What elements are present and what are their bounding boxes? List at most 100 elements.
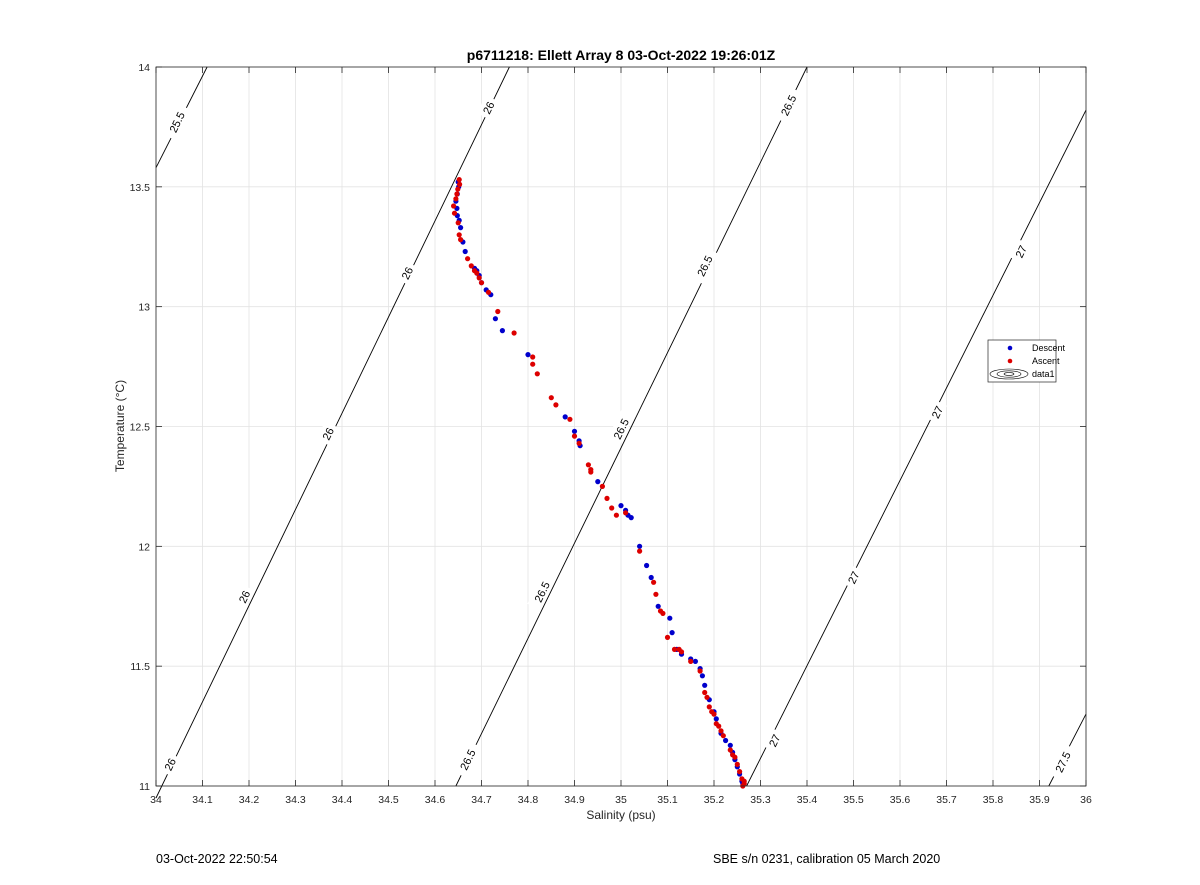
x-tick-label: 35.6 (890, 794, 911, 806)
ascent-point (604, 495, 610, 501)
x-tick-label: 34.2 (239, 794, 260, 806)
contour-label-text: 26 (400, 265, 416, 281)
ascent-point (660, 610, 666, 617)
footer-timestamp: 03-Oct-2022 22:50:54 (156, 852, 278, 866)
ascent-point (678, 649, 685, 655)
contour-label-text: 26 (481, 100, 497, 116)
y-tick-label: 13.5 (130, 182, 151, 194)
contour-label-background (925, 399, 947, 424)
contour-label-text: 26 (321, 426, 337, 442)
x-tick-label: 34.7 (471, 794, 492, 806)
ascent-point (732, 754, 738, 760)
ascent-point (457, 181, 463, 187)
x-tick-labels: 34 34.1 34.2 34.3 34.4 34.5 34.6 34.7 34.8 34.9 35… (150, 794, 1092, 806)
ascent-point (453, 196, 459, 202)
ascent-point (653, 591, 659, 597)
ascent-point (576, 440, 582, 446)
x-tick-label: 36 (1080, 794, 1092, 806)
chart-title: p6711218: Ellett Array 8 03-Oct-2022 19:… (467, 47, 776, 63)
ascent-point (727, 747, 733, 753)
legend-contour-icon (989, 368, 1029, 380)
descent-point (727, 742, 733, 748)
ascent-point (585, 462, 592, 468)
y-tick-label: 14 (138, 62, 150, 74)
contour-label-background (690, 247, 718, 284)
ascent-point (456, 232, 462, 238)
contour-label-background (1009, 239, 1031, 264)
ascent-point (697, 668, 703, 674)
ascent-point (711, 711, 717, 717)
y-tick-label: 11 (139, 781, 150, 793)
x-tick-label: 34.9 (564, 794, 585, 806)
ascent-point (664, 634, 671, 641)
y-axis-label: Temperature (°C) (113, 380, 127, 472)
contour-label-text: 26 (237, 589, 253, 605)
y-tick-label: 11.5 (130, 661, 150, 673)
ascent-point (511, 330, 517, 336)
x-tick-label: 35 (615, 794, 627, 806)
contour-label: 26 (158, 751, 180, 777)
ascent-point (704, 694, 710, 700)
ascent-point (571, 433, 578, 439)
y-tick-label: 12 (138, 541, 150, 553)
ascent-point (451, 210, 458, 216)
ascent-point (702, 689, 708, 696)
x-tick-label: 35.5 (843, 794, 864, 806)
legend-descent-marker (1007, 345, 1013, 351)
x-tick-label: 34.4 (332, 794, 353, 806)
contour-label-text: 27 (1014, 244, 1030, 260)
x-tick-label: 34.8 (518, 794, 539, 806)
ascent-point (548, 395, 554, 401)
contour-label-background (527, 573, 555, 610)
contour-label-background (158, 751, 180, 777)
contour-label: 27 (762, 728, 785, 753)
ascent-point (456, 177, 462, 183)
descent-point (723, 737, 729, 744)
descent-point (628, 515, 634, 521)
ascent-point (588, 469, 594, 475)
ascent-point (706, 704, 712, 710)
descent-point (499, 328, 505, 334)
descent-point (699, 673, 706, 679)
x-tick-label: 35.2 (704, 794, 725, 806)
legend-box (987, 339, 1057, 383)
contour-label-background (773, 86, 802, 124)
ascent-point (599, 483, 606, 489)
ascent-point (478, 280, 485, 286)
ascent-point (651, 579, 657, 585)
contour-label-background (162, 103, 190, 141)
ascent-point (720, 733, 726, 739)
descent-point (462, 248, 468, 255)
legend-descent-label: Descent (1032, 343, 1066, 353)
descent-point (655, 603, 661, 609)
contour-label: 26 (316, 421, 338, 446)
contour-label-background (452, 740, 481, 778)
contour-label-background (232, 584, 255, 609)
ascent-point (718, 728, 724, 734)
x-tick-label: 35.9 (1029, 794, 1050, 806)
density-contour-labels: 25.5262626262626.526.526.526.526.5272727… (158, 86, 1076, 780)
ascent-point (637, 548, 643, 554)
descent-point (669, 630, 675, 636)
contour-label: 27 (841, 565, 864, 590)
x-tick-label: 35.4 (797, 794, 818, 806)
x-tick-label: 35.8 (983, 794, 1004, 806)
ascent-point (451, 203, 457, 209)
ascent-point (474, 270, 480, 276)
legend-ascent-marker (1007, 358, 1013, 364)
x-tick-label: 35.1 (657, 794, 678, 806)
ascent-point (716, 723, 722, 729)
ascent-point (623, 510, 629, 516)
ascent-point (734, 761, 740, 768)
descent-point (667, 615, 673, 621)
contour-label: 26 (476, 95, 499, 120)
ascent-point (476, 275, 482, 281)
contour-label-background (1048, 743, 1076, 780)
x-tick-label: 34.6 (425, 794, 446, 806)
ascent-point (455, 186, 461, 192)
ascent-point (458, 237, 464, 243)
descent-point (692, 658, 699, 665)
x-axis-label: Salinity (psu) (586, 808, 655, 822)
ascent-point (485, 289, 492, 295)
